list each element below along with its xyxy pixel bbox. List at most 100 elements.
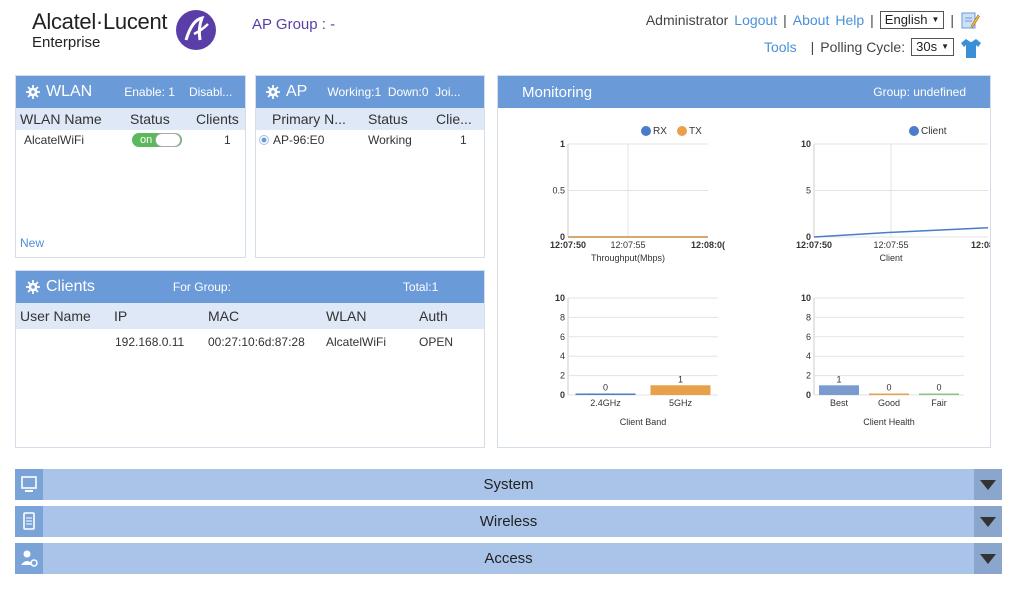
y-tick-label: 8	[560, 312, 565, 322]
polling-cycle-label: Polling Cycle:	[820, 39, 906, 55]
brand-logo: Alcatel·Lucent Enterprise	[32, 10, 168, 52]
y-tick-label: 0	[806, 390, 811, 400]
bar	[650, 385, 711, 395]
edit-notes-icon[interactable]	[960, 10, 980, 30]
monitoring-panel-header: Monitoring Group: undefined	[498, 76, 990, 108]
access-section-bar[interactable]: Access	[15, 543, 1002, 574]
bar	[575, 393, 636, 395]
tools-link[interactable]: Tools	[763, 39, 797, 55]
monitoring-group: Group: undefined	[873, 85, 966, 99]
clients-for-group: For Group:	[172, 280, 231, 294]
bar	[869, 393, 909, 395]
ap-table-header: Primary N... Status Clie...	[256, 108, 484, 130]
chevron-down-icon[interactable]	[974, 543, 1002, 574]
x-tick-label: 12:07:55	[873, 240, 908, 250]
legend-marker	[641, 126, 651, 136]
y-tick-label: 4	[806, 351, 811, 361]
col-wlan-name[interactable]: WLAN Name	[20, 111, 102, 127]
system-section-bar[interactable]: System	[15, 469, 1002, 500]
col-user-name[interactable]: User Name	[20, 308, 91, 324]
legend-label: Client	[921, 126, 947, 137]
client-mac-cell: 00:27:10:6d:87:28	[208, 335, 305, 349]
bar	[819, 385, 859, 395]
language-select[interactable]: English ▼	[879, 11, 945, 29]
col-primary-name[interactable]: Primary N...	[272, 111, 346, 127]
gear-icon[interactable]	[266, 85, 280, 99]
y-tick-label: 0	[806, 232, 811, 242]
table-row[interactable]: AP-96:E0 Working 1	[256, 130, 484, 150]
legend-marker	[909, 126, 919, 136]
wlan-table-header: WLAN Name Status Clients	[16, 108, 245, 130]
x-tick-label: 2.4GHz	[590, 398, 621, 408]
col-auth[interactable]: Auth	[419, 308, 448, 324]
y-tick-label: 0	[560, 232, 565, 242]
wlan-name-cell[interactable]: AlcatelWiFi	[24, 133, 85, 147]
x-tick-label: Fair	[931, 398, 947, 408]
about-link[interactable]: About	[792, 12, 830, 28]
x-axis-title: Client Band	[620, 417, 667, 427]
ap-panel-header: AP Working:1 Down:0 Joi...	[256, 76, 484, 108]
ap-title-text: AP	[286, 83, 308, 100]
separator: |	[950, 12, 954, 28]
col-clients[interactable]: Clie...	[436, 111, 472, 127]
wireless-device-icon	[15, 506, 43, 537]
tshirt-icon[interactable]	[960, 37, 981, 58]
separator: |	[810, 39, 815, 55]
wlan-enable-count[interactable]: Enable: 1	[124, 85, 175, 99]
logout-link[interactable]: Logout	[734, 12, 778, 28]
bar	[919, 393, 959, 395]
table-row[interactable]: 192.168.0.11 00:27:10:6d:87:28 AlcatelWi…	[16, 329, 484, 355]
clients-title: Clients	[26, 278, 95, 296]
table-row[interactable]: AlcatelWiFi on 1	[16, 130, 245, 150]
x-tick-label: 12:07:50	[796, 240, 832, 250]
clients-table-header: User Name IP MAC WLAN Auth	[16, 303, 484, 329]
y-tick-label: 10	[801, 293, 811, 303]
ap-name-cell[interactable]: AP-96:E0	[273, 133, 325, 147]
gear-icon[interactable]	[26, 280, 40, 294]
col-status[interactable]: Status	[130, 111, 170, 127]
chevron-down-icon[interactable]	[974, 469, 1002, 500]
wlan-panel: WLAN Enable: 1 Disabl... WLAN Name Statu…	[15, 75, 246, 258]
y-tick-label: 0	[560, 390, 565, 400]
col-mac[interactable]: MAC	[208, 308, 240, 324]
col-ip[interactable]: IP	[114, 308, 128, 324]
y-tick-label: 2	[806, 371, 811, 381]
x-axis-title: Client Health	[863, 417, 915, 427]
chevron-down-icon[interactable]	[974, 506, 1002, 537]
x-tick-label: Good	[878, 398, 900, 408]
y-tick-label: 5	[806, 186, 811, 196]
x-axis-title: Throughput(Mbps)	[591, 253, 665, 263]
wlan-clients-cell: 1	[224, 133, 231, 147]
wireless-section-bar[interactable]: Wireless	[15, 506, 1002, 537]
gear-icon[interactable]	[26, 85, 40, 99]
polling-cycle-select[interactable]: 30s ▼	[911, 38, 954, 56]
clients-title-text: Clients	[46, 278, 95, 295]
ap-status-cell: Working	[368, 133, 412, 147]
wlan-status-toggle[interactable]: on	[132, 133, 182, 147]
help-link[interactable]: Help	[835, 12, 865, 28]
data-label: 0	[936, 383, 941, 393]
wlan-disable-count[interactable]: Disabl...	[188, 85, 233, 99]
monitoring-title: Monitoring	[522, 83, 593, 101]
ap-summary[interactable]: Working:1 Down:0 Joi...	[327, 85, 461, 99]
y-tick-label: 10	[801, 139, 811, 149]
user-name: Administrator	[645, 12, 729, 28]
language-value: English	[884, 12, 928, 27]
toggle-knob	[155, 133, 181, 147]
x-tick-label: 12:08:0(	[971, 240, 990, 250]
col-status[interactable]: Status	[368, 111, 408, 127]
ap-clients-cell: 1	[460, 133, 467, 147]
header-row-2: Tools | Polling Cycle: 30s ▼	[763, 37, 981, 58]
legend-label: RX	[653, 126, 667, 137]
x-tick-label: 12:07:50	[550, 240, 586, 250]
x-tick-label: 12:08:0(	[691, 240, 725, 250]
data-label: 0	[603, 383, 608, 393]
toggle-label: on	[140, 134, 153, 146]
col-wlan[interactable]: WLAN	[326, 308, 367, 324]
separator: |	[783, 12, 787, 28]
wlan-title-text: WLAN	[46, 83, 93, 100]
new-wlan-link[interactable]: New	[20, 236, 45, 250]
y-tick-label: 2	[560, 371, 565, 381]
col-clients[interactable]: Clients	[196, 111, 239, 127]
legend-marker	[677, 126, 687, 136]
